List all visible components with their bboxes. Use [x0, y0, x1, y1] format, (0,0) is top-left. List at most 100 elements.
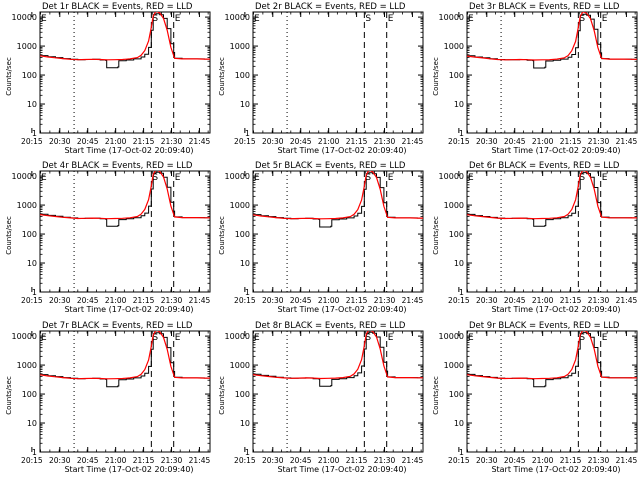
y-tick-label: 1 — [245, 288, 250, 297]
marker-label: S — [579, 14, 585, 24]
x-tick-label: 20:30 — [476, 456, 498, 465]
y-tick-label: 1000 — [444, 201, 464, 210]
x-tick-label: 20:45 — [504, 137, 526, 146]
marker-label: E — [175, 14, 181, 24]
y-axis-label: Counts/sec — [218, 376, 226, 415]
series-lld-line — [467, 171, 637, 220]
y-tick-label: 1 — [459, 288, 464, 297]
y-tick-label: 100 — [22, 390, 37, 399]
panel-title: Det 2r BLACK = Events, RED = LLD — [255, 2, 406, 12]
detector-panel: Det 9r BLACK = Events, RED = LLD 1 10 100 10… — [432, 321, 638, 474]
x-tick-label: 20:45 — [504, 296, 526, 305]
y-axis-label: Counts/sec — [218, 216, 226, 255]
x-tick-label: 20:45 — [77, 456, 99, 465]
x-axis-label: Start Time (17-Oct-02 20:09:40) — [491, 146, 620, 155]
y-tick-label: 100 — [235, 71, 250, 80]
y-tick-label: 10 — [454, 419, 464, 428]
x-tick-label: 20:15 — [448, 456, 470, 465]
x-tick-label: 20:45 — [290, 296, 312, 305]
y-tick-label: 1000 — [17, 361, 37, 370]
x-tick-label: 21:00 — [318, 296, 340, 305]
x-tick-label: 20:15 — [21, 456, 43, 465]
marker-label: S — [152, 173, 158, 183]
x-tick-label: 20:45 — [290, 456, 312, 465]
y-tick-label: 1000 — [230, 201, 250, 210]
plot-frame — [252, 170, 424, 293]
x-axis-label: Start Time (17-Oct-02 20:09:40) — [64, 146, 193, 155]
marker-label: S — [152, 14, 158, 24]
x-tick-label: 20:45 — [504, 456, 526, 465]
x-tick-label: 20:15 — [448, 137, 470, 146]
x-tick-label: 20:45 — [290, 137, 312, 146]
y-tick-label: 100 — [22, 71, 37, 80]
y-tick-label: 100 — [449, 71, 464, 80]
x-axis-label: Start Time (17-Oct-02 20:09:40) — [277, 146, 406, 155]
detector-panel: Det 4r BLACK = Events, RED = LLD 1 10 100 10… — [5, 161, 211, 314]
y-tick-label: 10 — [454, 100, 464, 109]
x-tick-label: 21:45 — [189, 137, 211, 146]
x-tick-label: 20:15 — [234, 456, 256, 465]
marker-label: E — [468, 173, 474, 183]
x-tick-label: 20:30 — [476, 296, 498, 305]
marker-label: E — [175, 173, 181, 183]
series-lld-line — [40, 12, 210, 61]
x-tick-label: 21:45 — [402, 456, 424, 465]
panel-title: Det 6r BLACK = Events, RED = LLD — [469, 161, 620, 171]
plot-frame — [39, 330, 211, 453]
x-tick-label: 21:00 — [318, 456, 340, 465]
marker-label: S — [365, 173, 371, 183]
x-tick-label: 20:15 — [234, 296, 256, 305]
marker-label: E — [602, 14, 608, 24]
y-tick-label: 10 — [240, 100, 250, 109]
y-tick-label: 1000 — [230, 42, 250, 51]
x-tick-label: 20:30 — [262, 456, 284, 465]
marker-label: E — [388, 333, 394, 343]
x-axis-label: Start Time (17-Oct-02 20:09:40) — [491, 305, 620, 314]
plot-frame — [39, 170, 211, 293]
y-tick-label: 10000 — [12, 13, 37, 22]
x-tick-label: 21:15 — [560, 137, 582, 146]
detector-panel: Det 7r BLACK = Events, RED = LLD 1 10 100 10… — [5, 321, 211, 474]
y-axis-label: Counts/sec — [5, 57, 13, 96]
y-tick-label: 1000 — [17, 201, 37, 210]
y-tick-label: 100 — [235, 230, 250, 239]
plot-frame — [39, 11, 211, 134]
detector-panel: Det 2r BLACK = Events, RED = LLD 1 10 100 10… — [218, 2, 424, 155]
x-tick-label: 20:30 — [49, 456, 71, 465]
detector-panel: Det 3r BLACK = Events, RED = LLD 1 10 100 10… — [432, 2, 638, 155]
plot-frame — [466, 330, 638, 453]
x-tick-label: 21:30 — [588, 296, 610, 305]
detector-panel: Det 8r BLACK = Events, RED = LLD 1 10 100 10… — [218, 321, 424, 474]
x-tick-label: 21:30 — [374, 456, 396, 465]
y-tick-label: 1 — [245, 448, 250, 457]
y-tick-label: 1 — [32, 288, 37, 297]
detector-panel: Det 6r BLACK = Events, RED = LLD 1 10 100 10… — [432, 161, 638, 314]
x-tick-label: 20:30 — [476, 137, 498, 146]
series-lld-line — [40, 331, 210, 380]
series-lld-line — [253, 331, 423, 380]
x-tick-label: 21:00 — [105, 137, 127, 146]
y-tick-label: 10000 — [439, 332, 464, 341]
y-axis-label: Counts/sec — [5, 216, 13, 255]
x-tick-label: 21:15 — [560, 456, 582, 465]
x-tick-label: 20:15 — [234, 137, 256, 146]
marker-label: E — [175, 333, 181, 343]
x-tick-label: 20:30 — [49, 137, 71, 146]
y-tick-label: 1000 — [444, 42, 464, 51]
marker-label: E — [41, 14, 47, 24]
x-axis-label: Start Time (17-Oct-02 20:09:40) — [64, 305, 193, 314]
marker-label: S — [365, 333, 371, 343]
panel-title: Det 1r BLACK = Events, RED = LLD — [42, 2, 193, 12]
y-tick-label: 10000 — [12, 332, 37, 341]
marker-label: E — [254, 173, 260, 183]
y-tick-label: 10 — [240, 419, 250, 428]
plot-frame — [466, 11, 638, 134]
x-tick-label: 21:30 — [161, 456, 183, 465]
y-tick-label: 10000 — [225, 172, 250, 181]
series-lld-line — [253, 171, 423, 220]
y-tick-label: 1 — [32, 448, 37, 457]
y-tick-label: 1 — [459, 448, 464, 457]
y-tick-label: 1000 — [17, 42, 37, 51]
x-tick-label: 20:45 — [77, 137, 99, 146]
marker-label: S — [152, 333, 158, 343]
